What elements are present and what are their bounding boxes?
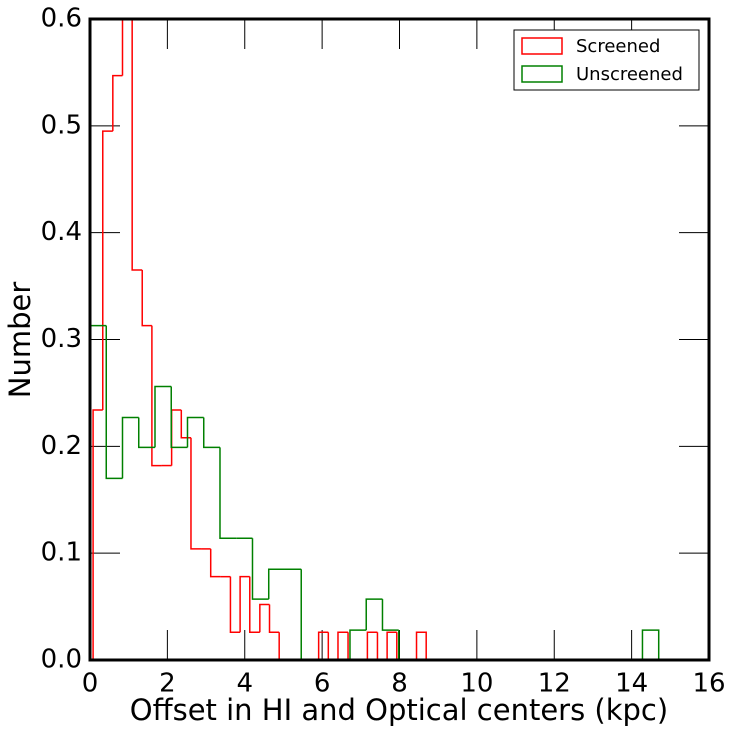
histogram-step <box>102 130 113 411</box>
histogram-step <box>121 416 139 479</box>
legend-box <box>513 29 700 91</box>
histogram-step <box>190 437 202 550</box>
histogram-step <box>239 575 250 633</box>
y-tick-label: 0.4 <box>41 217 82 247</box>
legend-swatch <box>521 65 563 83</box>
histogram-step <box>386 631 397 660</box>
y-tick-label: 0.2 <box>41 431 82 461</box>
histogram-step <box>381 599 399 631</box>
x-tick-label: 0 <box>82 669 99 699</box>
histogram-step <box>121 18 133 76</box>
x-tick-label: 12 <box>538 669 571 699</box>
legend-label: Screened <box>576 36 660 57</box>
histogram-step <box>209 548 221 578</box>
histogram-step <box>112 74 123 132</box>
histogram-step <box>219 447 237 539</box>
plot-frame <box>88 17 711 662</box>
histogram-step <box>300 569 318 661</box>
x-tick-label: 14 <box>615 669 648 699</box>
histogram-step <box>349 629 367 660</box>
legend-label: Unscreened <box>576 64 683 85</box>
x-tick-label: 6 <box>314 669 331 699</box>
y-tick-label: 0.1 <box>41 538 82 568</box>
histogram-step <box>317 631 329 660</box>
histogram-step <box>376 632 388 661</box>
histogram-step <box>170 386 188 449</box>
histogram-step <box>154 385 172 448</box>
histogram-step <box>251 538 269 600</box>
legend-swatch <box>521 37 563 55</box>
histogram-step <box>365 598 383 631</box>
histogram-step <box>131 19 143 271</box>
y-tick-label: 0.3 <box>41 324 82 354</box>
x-axis-label: Offset in HI and Optical centers (kpc) <box>130 693 668 727</box>
y-axis-label: Number <box>3 282 37 399</box>
x-tick-label: 10 <box>460 669 493 699</box>
histogram-step <box>151 325 162 467</box>
histogram-step <box>327 632 338 661</box>
histogram-step <box>267 568 285 600</box>
histogram-step <box>641 629 660 660</box>
histogram-step <box>137 417 155 449</box>
histogram-step <box>170 409 182 466</box>
histogram-step <box>366 631 378 660</box>
x-tick-label: 2 <box>159 669 176 699</box>
histogram-step <box>337 631 349 660</box>
x-tick-label: 16 <box>692 669 725 699</box>
histogram-step <box>249 576 260 633</box>
x-tick-label: 8 <box>391 669 408 699</box>
y-tick-label: 0.6 <box>41 4 82 34</box>
histogram-step <box>92 409 103 660</box>
histogram-step <box>259 603 270 633</box>
histogram-step <box>186 416 204 448</box>
histogram-step <box>141 270 152 327</box>
histogram-step <box>415 631 427 660</box>
histogram-step <box>278 632 290 661</box>
histogram-step <box>268 604 280 633</box>
histogram-step <box>180 410 191 439</box>
histogram-step <box>397 630 415 661</box>
x-tick-label: 4 <box>236 669 253 699</box>
histogram-step <box>229 576 241 633</box>
y-tick-label: 0.0 <box>41 645 82 675</box>
histogram-step <box>105 325 123 480</box>
histogram-step <box>202 417 220 449</box>
y-tick-label: 0.5 <box>41 110 82 140</box>
